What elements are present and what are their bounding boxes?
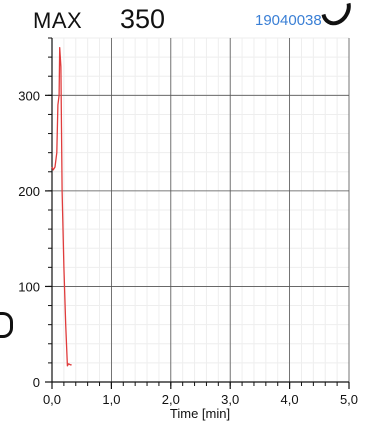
y-axis-ticks: 0 100 200 300 — [18, 37, 52, 390]
x-tick-label: 3,0 — [221, 392, 239, 407]
x-tick-label: 4,0 — [281, 392, 299, 407]
x-tick-label: 0,0 — [43, 392, 61, 407]
x-tick-label: 2,0 — [162, 392, 180, 407]
max-value: 350 — [120, 4, 166, 34]
x-tick-label: 1,0 — [102, 392, 120, 407]
series-line — [51, 46, 72, 367]
x-axis-ticks: 0,0 1,0 2,0 3,0 4,0 5,0 — [43, 382, 358, 407]
device-id[interactable]: 19040038 — [255, 12, 322, 29]
x-axis-label: Time [min] — [170, 406, 230, 421]
chart-series — [51, 46, 72, 367]
y-tick-label: 300 — [18, 88, 40, 103]
chart-grid — [51, 37, 350, 383]
partial-glyph-icon — [0, 312, 13, 338]
max-label: MAX — [33, 8, 83, 33]
y-tick-label: 0 — [33, 375, 40, 390]
y-tick-label: 200 — [18, 184, 40, 199]
y-tick-label: 100 — [18, 279, 40, 294]
x-tick-label: 5,0 — [340, 392, 358, 407]
